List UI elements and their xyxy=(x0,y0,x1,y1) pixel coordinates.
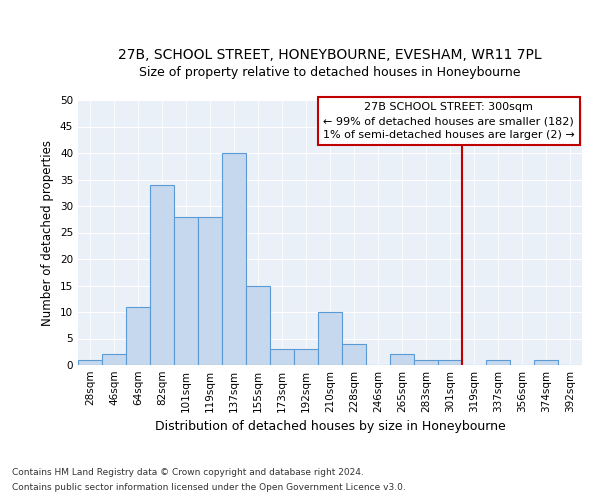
Bar xyxy=(534,360,558,365)
Bar xyxy=(318,312,342,365)
Bar xyxy=(174,216,198,365)
Bar xyxy=(102,354,126,365)
Bar xyxy=(294,349,318,365)
Bar xyxy=(414,360,438,365)
Bar xyxy=(486,360,510,365)
Bar xyxy=(78,360,102,365)
Y-axis label: Number of detached properties: Number of detached properties xyxy=(41,140,55,326)
Text: Contains HM Land Registry data © Crown copyright and database right 2024.: Contains HM Land Registry data © Crown c… xyxy=(12,468,364,477)
Text: 27B, SCHOOL STREET, HONEYBOURNE, EVESHAM, WR11 7PL: 27B, SCHOOL STREET, HONEYBOURNE, EVESHAM… xyxy=(118,48,542,62)
Bar xyxy=(222,153,246,365)
Bar xyxy=(150,185,174,365)
Text: 27B SCHOOL STREET: 300sqm
← 99% of detached houses are smaller (182)
1% of semi-: 27B SCHOOL STREET: 300sqm ← 99% of detac… xyxy=(323,102,575,140)
FancyBboxPatch shape xyxy=(318,98,580,145)
Bar xyxy=(270,349,294,365)
Text: Contains public sector information licensed under the Open Government Licence v3: Contains public sector information licen… xyxy=(12,483,406,492)
Bar xyxy=(198,216,222,365)
Bar xyxy=(126,306,150,365)
X-axis label: Distribution of detached houses by size in Honeybourne: Distribution of detached houses by size … xyxy=(155,420,505,434)
Bar xyxy=(342,344,366,365)
Bar xyxy=(246,286,270,365)
Text: Size of property relative to detached houses in Honeybourne: Size of property relative to detached ho… xyxy=(139,66,521,79)
Bar xyxy=(390,354,414,365)
Bar xyxy=(438,360,462,365)
